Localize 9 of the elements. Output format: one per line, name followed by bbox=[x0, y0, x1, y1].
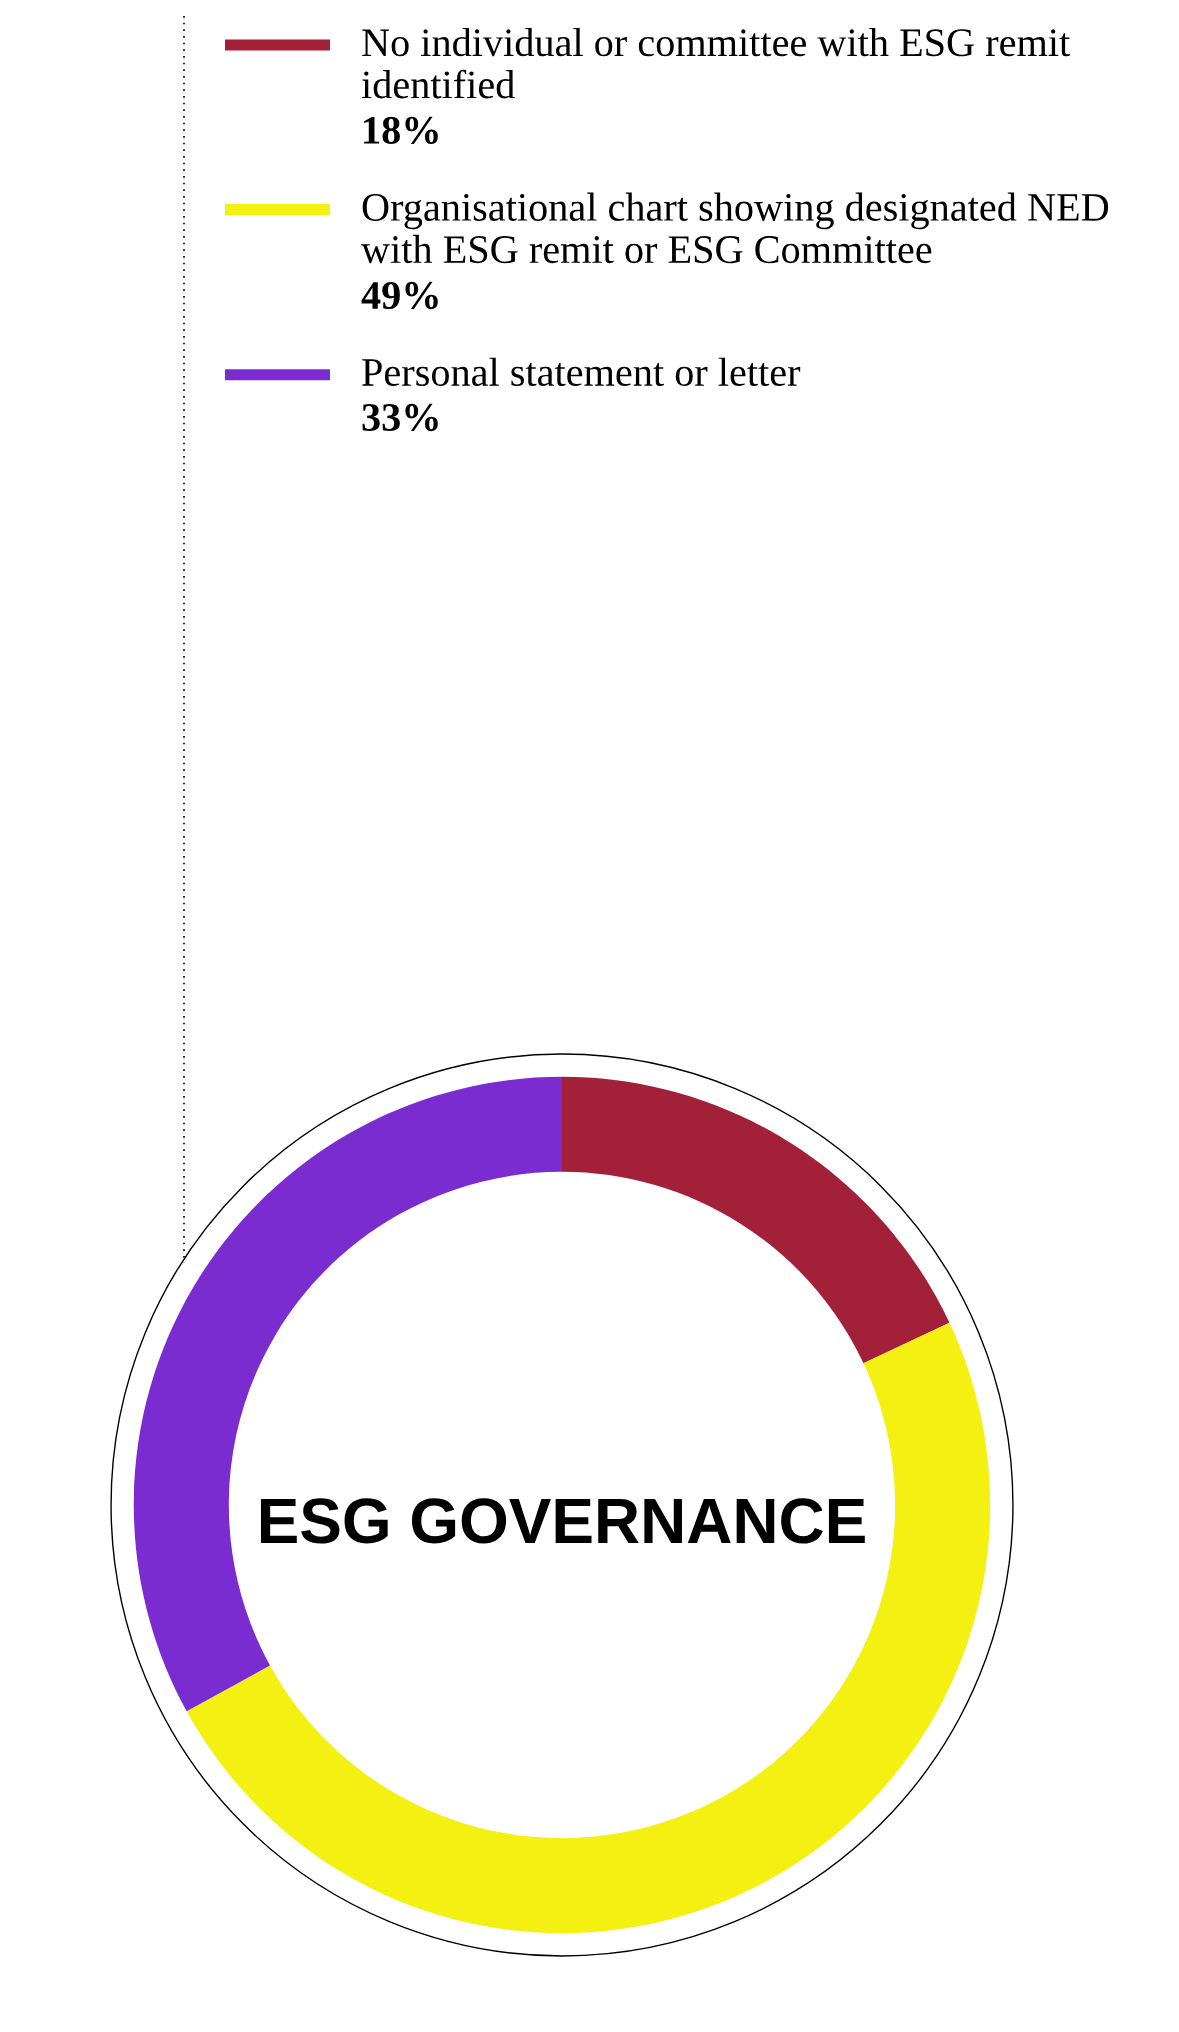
data-label: 49% bbox=[361, 281, 438, 310]
legend-label: No individual or committee with ESG remit identified bbox=[361, 28, 1070, 99]
data-label: 18% bbox=[364, 116, 438, 145]
data-label: 33% bbox=[362, 403, 438, 432]
donut-slice bbox=[562, 1076, 950, 1364]
legend-label: Organisational chart showing designated NED with ESG remit or ESG Committee bbox=[361, 192, 1109, 264]
donut-slice bbox=[186, 1322, 991, 1934]
text: ESG GOVERNANCE bbox=[260, 1498, 865, 1544]
legend-label: Personal statement or letter bbox=[362, 357, 801, 387]
